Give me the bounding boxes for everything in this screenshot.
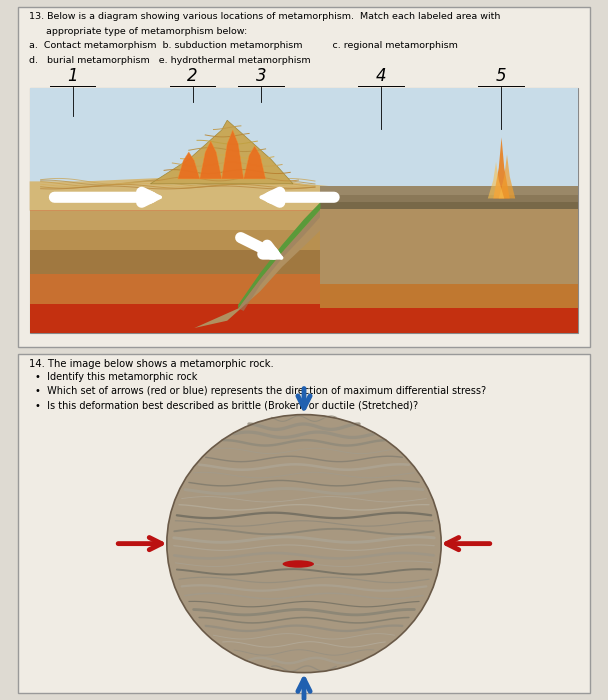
Text: 13. Below is a diagram showing various locations of metamorphism.  Match each la: 13. Below is a diagram showing various l… [29,12,500,21]
Text: 3: 3 [256,67,266,85]
Text: appropriate type of metamorphism below:: appropriate type of metamorphism below: [46,27,247,36]
Polygon shape [150,120,293,184]
Polygon shape [320,186,578,195]
Polygon shape [238,202,320,309]
Text: •  Which set of arrows (red or blue) represents the direction of maximum differe: • Which set of arrows (red or blue) repr… [35,386,486,396]
Polygon shape [30,274,331,304]
Polygon shape [195,209,320,328]
Text: 5: 5 [496,67,506,85]
Text: 2: 2 [187,67,198,85]
Text: d.   burial metamorphism   e. hydrothermal metamorphism: d. burial metamorphism e. hydrothermal m… [29,55,310,64]
Bar [30,88,578,333]
Ellipse shape [167,414,441,673]
Ellipse shape [283,560,314,568]
Polygon shape [30,250,331,274]
Polygon shape [488,162,504,199]
Polygon shape [244,146,266,179]
Polygon shape [30,88,578,186]
Polygon shape [320,209,578,284]
Polygon shape [222,130,244,179]
Polygon shape [30,211,331,230]
Polygon shape [499,155,515,199]
Polygon shape [320,195,578,202]
Text: 1: 1 [67,67,78,85]
Text: a.  Contact metamorphism  b. subduction metamorphism          c. regional metamo: a. Contact metamorphism b. subduction me… [29,41,457,50]
Polygon shape [30,168,331,211]
Text: 4: 4 [376,67,387,85]
Polygon shape [200,141,222,179]
Polygon shape [320,284,578,309]
Text: 14. The image below shows a metamorphic rock.: 14. The image below shows a metamorphic … [29,358,273,369]
Polygon shape [178,152,200,179]
Polygon shape [30,88,578,333]
Text: •  Identify this metamorphic rock: • Identify this metamorphic rock [35,372,198,382]
Polygon shape [30,230,331,250]
Polygon shape [238,209,320,311]
Polygon shape [320,202,578,209]
Text: •  Is this deformation best described as brittle (Broken) or ductile (Stretched): • Is this deformation best described as … [35,400,418,410]
Polygon shape [493,137,510,199]
